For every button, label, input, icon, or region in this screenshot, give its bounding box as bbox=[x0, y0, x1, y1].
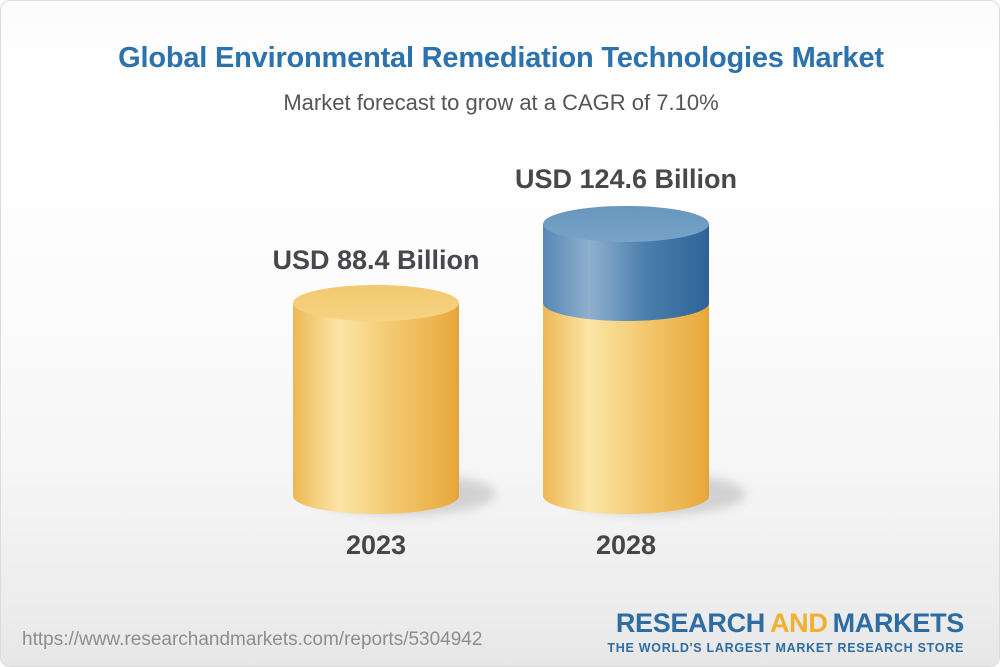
value-label-2023: USD 88.4 Billion bbox=[272, 245, 480, 275]
axis-label-2028: 2028 bbox=[595, 530, 657, 560]
page-subtitle: Market forecast to grow at a CAGR of 7.1… bbox=[283, 90, 719, 115]
cylinder-top-2023 bbox=[293, 285, 459, 321]
page-title: Global Environmental Remediation Technol… bbox=[118, 42, 884, 74]
logo-word-and: AND bbox=[769, 607, 828, 638]
cylinder-segment-body-2023-0 bbox=[293, 303, 459, 496]
logo-word-markets: MARKETS bbox=[832, 607, 965, 638]
axis-label-2023: 2023 bbox=[345, 530, 407, 560]
cylinder-segment-body-2028-0 bbox=[543, 303, 709, 496]
logo-word-research: RESEARCH bbox=[615, 607, 765, 638]
cylinder-top-2028 bbox=[543, 205, 709, 242]
research-and-markets-logo: RESEARCH AND MARKETS THE WORLD'S LARGEST M… bbox=[607, 607, 965, 655]
source-url: https://www.researchandmarkets.com/repor… bbox=[22, 629, 483, 650]
logo-wordmark: RESEARCH AND MARKETS bbox=[607, 607, 965, 638]
value-label-2028: USD 124.6 Billion bbox=[514, 164, 738, 194]
logo-tagline: THE WORLD'S LARGEST MARKET RESEARCH STOR… bbox=[607, 640, 964, 655]
